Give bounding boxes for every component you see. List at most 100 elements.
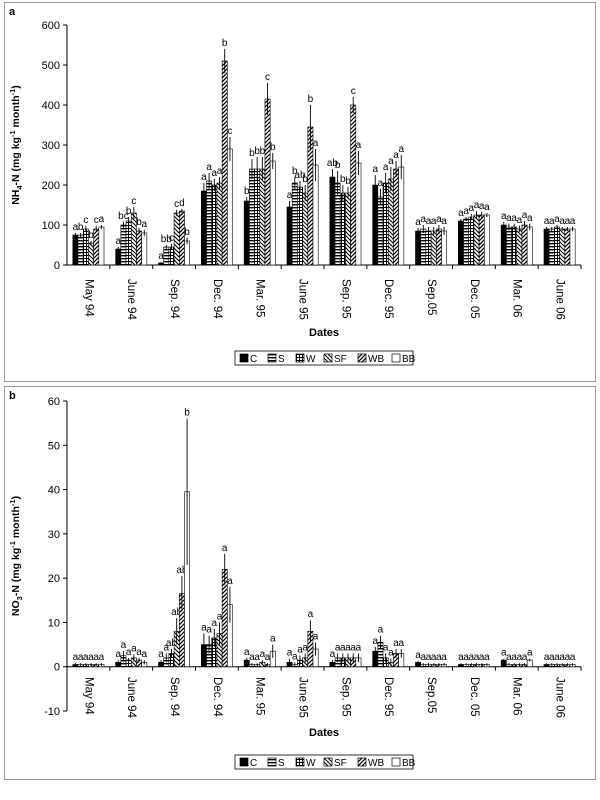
- x-axis-label: Dates: [309, 727, 339, 739]
- significance-label: a: [441, 216, 447, 227]
- bar-c-4: [243, 200, 250, 266]
- bar-w-3: [211, 184, 218, 266]
- legend-swatch-w: [295, 757, 305, 767]
- significance-label: a: [559, 216, 565, 227]
- y-tick-label: -10: [44, 706, 60, 718]
- significance-label: a: [83, 652, 89, 663]
- bar-c-11: [543, 228, 550, 266]
- significance-label: b: [126, 206, 132, 217]
- bar-w-11: [554, 226, 560, 266]
- significance-label: b: [222, 38, 228, 49]
- significance-label: a: [313, 631, 319, 642]
- bar-c-6: [329, 176, 336, 266]
- bar-bb-11: [569, 228, 576, 266]
- x-tick-label: Mar. 06: [511, 677, 523, 715]
- significance-label: a: [372, 636, 378, 647]
- significance-label: a: [441, 652, 447, 663]
- legend-label-w: W: [306, 758, 316, 769]
- bar-c-10: [500, 224, 507, 266]
- significance-label: a: [554, 214, 560, 225]
- x-tick-label: June 95: [297, 677, 309, 718]
- bar-s-7: [377, 196, 384, 266]
- legend-swatch-sf: [323, 353, 333, 363]
- bar-bb-4: [269, 160, 276, 266]
- x-tick-label: Sep.05: [425, 279, 437, 315]
- legend-label-bb: BB: [402, 354, 416, 365]
- legend: C S W SF WB BB: [234, 754, 416, 770]
- significance-label: a: [522, 652, 528, 663]
- y-tick-label: 50: [48, 440, 60, 452]
- significance-label: b: [308, 94, 314, 105]
- y-tick-label: 10: [48, 617, 60, 629]
- significance-label: ab: [166, 638, 178, 649]
- bar-s-1: [120, 224, 127, 266]
- significance-label: a: [292, 651, 298, 662]
- significance-label: a: [136, 647, 142, 658]
- legend-label-w: W: [306, 354, 316, 365]
- bar-c-7: [372, 184, 379, 266]
- significance-label: a: [217, 611, 223, 622]
- significance-label: b: [335, 160, 341, 171]
- significance-label: a: [99, 652, 105, 663]
- legend-swatch-c: [239, 353, 249, 363]
- significance-label: a: [436, 652, 442, 663]
- bar-c-1: [115, 248, 122, 266]
- bar-sf-0: [88, 242, 94, 266]
- significance-label: b: [254, 146, 260, 157]
- bar-bb-1: [141, 232, 148, 266]
- bar-w-7: [382, 182, 389, 266]
- x-tick-label: June 94: [125, 677, 137, 719]
- significance-label: b: [244, 186, 250, 197]
- significance-label: a: [527, 648, 533, 659]
- bar-w-9: [468, 216, 475, 266]
- bar-w-1: [125, 220, 132, 266]
- bar-sf-9: [473, 214, 480, 266]
- bar-c-5: [286, 206, 293, 266]
- x-tick-label: Sep. 94: [168, 677, 180, 717]
- bar-wb-1: [136, 230, 142, 266]
- significance-label: a: [217, 166, 223, 177]
- y-tick-label: 200: [42, 180, 60, 192]
- significance-label: a: [141, 649, 147, 660]
- significance-label: b: [249, 148, 255, 159]
- significance-label: c: [169, 233, 174, 244]
- bar-c-8: [415, 230, 421, 266]
- bar-s-11: [548, 228, 555, 266]
- y-tick-label: 300: [42, 140, 60, 152]
- bar-w-4: [254, 168, 261, 266]
- x-tick-label: Dec. 05: [468, 677, 480, 717]
- y-tick-label: 20: [48, 573, 60, 585]
- significance-label: a: [350, 642, 356, 653]
- significance-label: a: [356, 140, 362, 151]
- significance-label: a: [501, 648, 507, 659]
- x-tick-label: Sep. 95: [339, 677, 351, 717]
- significance-label: a: [474, 200, 480, 211]
- legend-swatch-w: [295, 353, 305, 363]
- significance-label: a: [201, 172, 207, 183]
- significance-label: a: [522, 210, 528, 221]
- significance-label: a: [501, 211, 507, 222]
- significance-label: c: [265, 72, 270, 83]
- legend: C S W SF WB BB: [234, 350, 416, 366]
- significance-label: b: [136, 217, 142, 228]
- y-tick-label: 600: [42, 20, 60, 32]
- significance-label: a: [164, 642, 170, 653]
- bar-s-8: [420, 228, 427, 266]
- panel-letter-a: a: [9, 6, 16, 18]
- significance-label: bb: [161, 234, 173, 245]
- x-tick-label: Dec. 94: [211, 279, 223, 319]
- significance-label: a: [484, 202, 490, 213]
- significance-label: a: [115, 649, 121, 660]
- significance-label: ab: [294, 170, 306, 181]
- significance-label: a: [265, 652, 271, 663]
- bar-w-5: [297, 186, 303, 266]
- x-axis-label: Dates: [309, 327, 339, 339]
- significance-label: a: [254, 652, 260, 663]
- bar-s-2: [163, 246, 170, 266]
- x-tick-label: Mar. 95: [254, 677, 266, 715]
- bar-bb-8: [441, 230, 447, 266]
- bar-bb-10: [526, 226, 533, 266]
- significance-label: a: [222, 543, 228, 554]
- significance-label: b: [340, 174, 346, 185]
- legend-label-s: S: [278, 354, 285, 365]
